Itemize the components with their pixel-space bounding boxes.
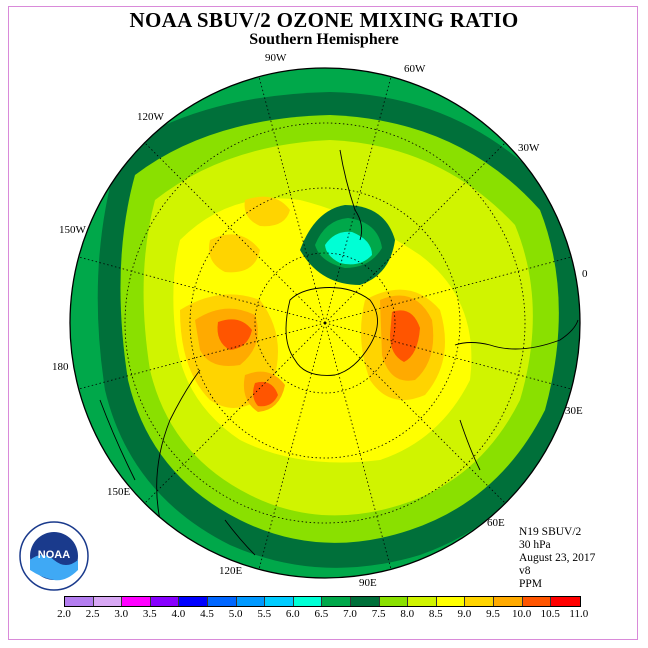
meridian-line [324, 142, 506, 324]
lon-label-120w: 120W [137, 111, 164, 123]
colorbar-swatch [551, 597, 580, 606]
lon-label-180: 180 [52, 361, 69, 373]
colorbar [64, 596, 581, 607]
colorbar-tick-label: 3.5 [142, 608, 157, 620]
colorbar-tick-label: 5.5 [257, 608, 272, 620]
lon-label-0: 0 [582, 268, 588, 280]
noaa-logo: NOAA [19, 521, 89, 591]
colorbar-tick-label: 2.5 [85, 608, 100, 620]
colorbar-tick-label: 6.0 [285, 608, 300, 620]
meridian-line [324, 322, 572, 390]
colorbar-tick-label: 5.0 [228, 608, 243, 620]
map-subtitle: Southern Hemisphere [249, 31, 399, 48]
colorbar-tick-label: 9.0 [457, 608, 472, 620]
map-title: NOAA SBUV/2 OZONE MIXING RATIO [129, 8, 519, 32]
lon-label-30w: 30W [518, 142, 540, 154]
meridian-line [258, 322, 326, 570]
colorbar-tick-label: 9.5 [486, 608, 500, 620]
lon-label-150w: 150W [59, 224, 86, 236]
colorbar-tick-label: 6.5 [314, 608, 329, 620]
colorbar-swatch [207, 597, 237, 606]
logo-text: NOAA [38, 549, 70, 561]
meridian-line [144, 142, 326, 324]
colorbar-swatch [93, 597, 123, 606]
lon-label-150e: 150E [107, 486, 131, 498]
colorbar-tick-label: 4.0 [171, 608, 186, 620]
coastlines [99, 149, 579, 556]
info-version: v8 [519, 565, 531, 577]
colorbar-tick-label: 3.0 [114, 608, 129, 620]
meridian-line [78, 256, 326, 324]
colorbar-swatch [150, 597, 180, 606]
colorbar-swatch [265, 597, 294, 606]
contour-9-5-10-0-a [217, 319, 252, 350]
colorbar-tick-labels: 2.0 2.5 3.0 3.5 4.0 4.5 5.0 5.5 6.0 6.5 7.0 7.5 8.0 8… [0, 608, 648, 622]
contour-field [70, 68, 580, 578]
colorbar-tick-label: 7.0 [343, 608, 357, 620]
lon-label-90e: 90E [359, 577, 377, 589]
colorbar-swatch [179, 597, 208, 606]
colorbar-tick-label: 7.5 [371, 608, 386, 620]
colorbar-swatch [236, 597, 266, 606]
colorbar-swatch [122, 597, 151, 606]
figure-frame [8, 6, 638, 640]
colorbar-tick-label: 8.0 [400, 608, 415, 620]
contour-8-5-9-0-b [244, 196, 290, 227]
colorbar-swatch [379, 597, 409, 606]
colorbar-swatch [293, 597, 323, 606]
meridian-line [78, 322, 326, 390]
lon-label-30e: 30E [565, 405, 583, 417]
colorbar-tick-label: 8.5 [428, 608, 443, 620]
globe-outline [69, 67, 581, 579]
info-date: August 23, 2017 [519, 552, 596, 564]
colorbar-tick-label: 10.0 [511, 608, 532, 620]
lon-label-120e: 120E [219, 565, 243, 577]
meridian-line [144, 322, 326, 504]
lon-label-90w: 90W [265, 52, 287, 64]
colorbar-swatch [436, 597, 466, 606]
colorbar-swatch [350, 597, 380, 606]
colorbar-swatch [65, 597, 94, 606]
meridian-line [324, 256, 572, 324]
info-block: N19 SBUV/2 30 hPa August 23, 2017 v8 PPM [519, 526, 595, 591]
colorbar-swatch [493, 597, 523, 606]
info-satellite: N19 SBUV/2 [519, 526, 582, 538]
graticule [124, 122, 526, 524]
colorbar-tick-label: 10.5 [540, 608, 560, 620]
lon-label-60e: 60E [487, 517, 505, 529]
contour-9-5-10-0-c [390, 310, 420, 362]
info-level: 30 hPa [519, 539, 551, 551]
meridian-line [324, 76, 392, 324]
meridian-line [258, 76, 326, 324]
lon-label-60w: 60W [404, 63, 426, 75]
contour-9-5-10-0-b [253, 381, 278, 407]
colorbar-tick-label: 4.5 [200, 608, 214, 620]
colorbar-swatch [408, 597, 437, 606]
colorbar-tick-label: 11.0 [569, 608, 589, 620]
colorbar-swatch [465, 597, 494, 606]
meridian-line [324, 322, 506, 504]
contour-8-5-9-0-a [209, 234, 260, 273]
colorbar-swatch [322, 597, 351, 606]
info-units: PPM [519, 578, 543, 590]
meridians [78, 76, 572, 570]
colorbar-tick-label: 2.0 [57, 608, 71, 620]
colorbar-swatch [522, 597, 552, 606]
meridian-line [324, 322, 392, 570]
